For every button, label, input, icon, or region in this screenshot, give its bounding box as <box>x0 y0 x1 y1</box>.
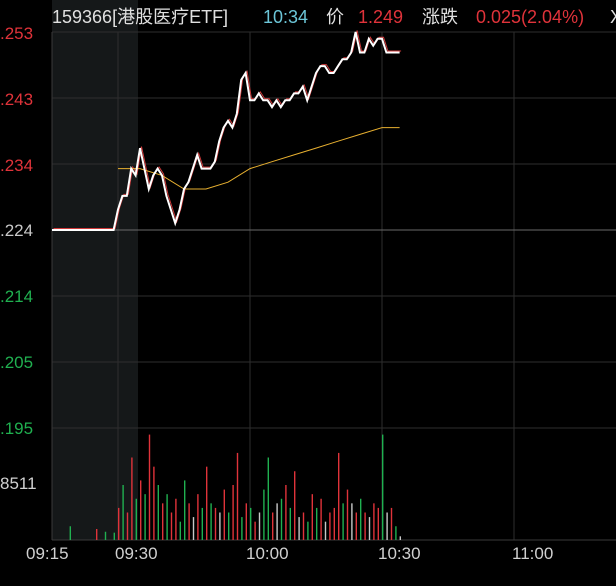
price-label: 价 <box>326 7 344 27</box>
average-price-line <box>118 127 400 190</box>
volume-bar <box>122 485 124 540</box>
volume-bar <box>276 503 278 540</box>
volume-bar <box>302 512 305 540</box>
volume-bar <box>333 507 335 540</box>
volume-bar <box>113 532 115 540</box>
volume-bars <box>69 434 401 540</box>
volume-bar <box>298 517 300 540</box>
volume-bar <box>104 531 107 540</box>
volume-bar <box>245 503 247 540</box>
volume-bar <box>118 507 120 540</box>
price-axis-label: .243 <box>0 90 34 109</box>
volume-bar <box>153 466 155 540</box>
volume-bar <box>316 507 318 540</box>
price-axis-label: .205 <box>0 353 34 372</box>
volume-bar <box>263 489 265 540</box>
volume-axis-label: 8511 <box>0 474 37 493</box>
change-label: 涨跌 <box>422 7 458 27</box>
quote-header: 159366[港股医疗ETF] 10:34 价 1.249 涨跌 0.025(2… <box>0 0 616 34</box>
volume-bar <box>241 517 243 540</box>
volume-bar <box>329 512 331 540</box>
quote-time: 10:34 <box>263 7 309 27</box>
volume-bar <box>346 489 349 540</box>
volume-bar <box>188 503 190 540</box>
time-axis-label: 10:00 <box>246 544 289 563</box>
chart-grid <box>51 31 616 541</box>
volume-bar <box>232 485 234 540</box>
price-line <box>52 31 400 231</box>
volume-bar <box>175 498 177 540</box>
volume-bar <box>206 466 208 540</box>
volume-bar <box>126 512 129 540</box>
volume-bar <box>179 521 181 540</box>
volume-bar <box>311 494 313 540</box>
volume-bar <box>214 507 217 540</box>
volume-bar <box>170 512 173 540</box>
volume-bar <box>342 503 344 540</box>
volume-bar <box>351 503 353 540</box>
morning-auction-shade <box>52 0 138 540</box>
volume-bar <box>360 498 362 540</box>
volume-bar <box>272 512 274 540</box>
volume-bar <box>285 485 287 540</box>
volume-bar <box>355 512 357 540</box>
volume-bar <box>219 512 221 540</box>
volume-bar <box>223 489 225 540</box>
volume-bar <box>96 529 98 540</box>
volume-bar <box>131 457 133 540</box>
volume-bar <box>157 485 159 540</box>
price-axis-label: .214 <box>0 287 34 306</box>
price-change: 0.025(2.04%) <box>476 7 585 27</box>
volume-bar <box>144 494 146 540</box>
volume-bar <box>289 507 291 540</box>
time-axis-label: 09:15 <box>26 544 69 563</box>
volume-bar <box>69 526 71 540</box>
volume-bar <box>320 498 322 540</box>
volume-bar <box>250 507 252 540</box>
volume-bar <box>254 521 256 540</box>
volume-bar <box>386 512 388 540</box>
volume-bar <box>390 507 393 540</box>
volume-bar <box>267 457 269 540</box>
volume-bar <box>166 494 168 540</box>
symbol-name[interactable]: 159366[港股医疗ETF] <box>52 7 229 27</box>
volume-bar <box>135 498 137 540</box>
time-axis-label: 11:00 <box>512 544 554 563</box>
volume-bar <box>280 498 283 540</box>
price-axis-label: .253 <box>0 24 34 43</box>
time-axis-label: 10:30 <box>378 544 421 563</box>
time-axis-label: 09:30 <box>115 544 158 563</box>
volume-bar <box>399 536 401 540</box>
volume-bar <box>368 517 371 540</box>
volume-bar <box>236 452 239 540</box>
price-axis-label: .224 <box>0 221 34 240</box>
header-overflow-text: X <box>610 6 616 28</box>
volume-bar <box>192 517 195 540</box>
volume-bar <box>395 526 397 540</box>
volume-bar <box>184 480 186 540</box>
volume-bar <box>338 452 340 540</box>
volume-bar <box>228 512 230 540</box>
volume-bar <box>201 507 203 540</box>
volume-bar <box>258 512 261 540</box>
volume-bar <box>148 434 151 540</box>
volume-bar <box>162 503 164 540</box>
volume-bar <box>210 503 212 540</box>
volume-bar <box>364 512 366 540</box>
volume-bar <box>307 521 309 540</box>
volume-bar <box>373 503 375 540</box>
price-axis-label: .234 <box>0 156 34 175</box>
volume-bar <box>197 494 199 540</box>
volume-bar <box>140 480 142 540</box>
volume-bar <box>382 434 384 540</box>
volume-bar <box>324 521 327 540</box>
last-price: 1.249 <box>358 7 404 27</box>
volume-bar <box>377 507 379 540</box>
volume-bar <box>294 471 296 540</box>
price-axis-label: .195 <box>0 419 34 438</box>
